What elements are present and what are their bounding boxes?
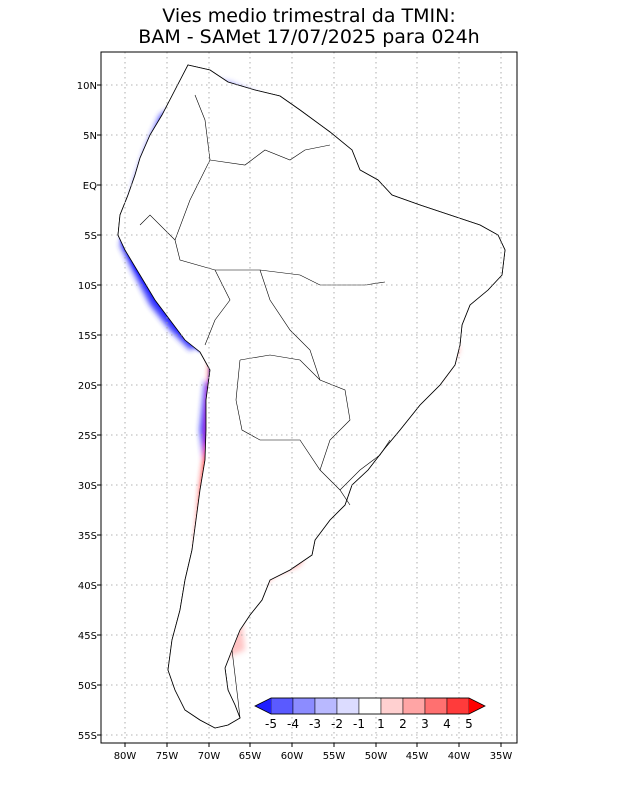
map-field [117, 64, 506, 729]
colorbar-label-m4: -4 [287, 717, 299, 731]
colorbar-label-m3: -3 [309, 717, 321, 731]
lat-label-25S: 25S [78, 431, 97, 442]
map-title: Vies medio trimestral da TMIN: BAM - SAM… [0, 6, 618, 48]
colorbar-swatch-7 [402, 697, 426, 715]
colorbar-swatch-1 [270, 697, 294, 715]
lat-label-10N: 10N [77, 81, 97, 92]
lat-label-5S: 5S [84, 231, 97, 242]
lat-label-10S: 10S [78, 281, 97, 292]
colorbar-label-m5: -5 [265, 717, 277, 731]
lat-label-15S: 15S [78, 331, 97, 342]
lon-label-60W: 60W [281, 751, 304, 762]
lat-label-30S: 30S [78, 481, 97, 492]
lon-label-70W: 70W [198, 751, 221, 762]
lat-label-35S: 35S [78, 531, 97, 542]
lat-label-40S: 40S [78, 581, 97, 592]
lon-label-65W: 65W [239, 751, 262, 762]
lon-label-40W: 40W [448, 751, 471, 762]
colorbar-swatch-9 [446, 697, 470, 715]
colorbar-label-m1: -1 [353, 717, 365, 731]
lat-label-5N: 5N [83, 131, 97, 142]
lat-label-50S: 50S [78, 681, 97, 692]
tick-marks [97, 84, 502, 747]
lon-label-45W: 45W [406, 751, 429, 762]
colorbar-label-3: 3 [421, 717, 429, 731]
colorbar-swatch-5 [358, 697, 382, 715]
graticule [101, 52, 517, 743]
colorbar-label-5: 5 [465, 717, 473, 731]
colorbar-label-m2: -2 [331, 717, 343, 731]
colorbar-arrow-high [469, 698, 485, 714]
map-frame [100, 51, 518, 744]
colorbar: -5 -4 -3 -2 -1 1 2 3 4 5 [254, 697, 486, 731]
lon-label-50W: 50W [365, 751, 388, 762]
colorbar-label-1: 1 [377, 717, 385, 731]
colorbar-swatch-4 [336, 697, 360, 715]
lat-label-20S: 20S [78, 381, 97, 392]
colorbar-swatch-8 [424, 697, 448, 715]
title-line-2: BAM - SAMet 17/07/2025 para 024h [138, 26, 480, 48]
lat-label-55S: 55S [78, 731, 97, 742]
colorbar-label-4: 4 [443, 717, 451, 731]
colorbar-arrow-low [255, 698, 271, 714]
lon-label-75W: 75W [156, 751, 179, 762]
lat-label-45S: 45S [78, 631, 97, 642]
lon-label-35W: 35W [490, 751, 513, 762]
colorbar-swatch-2 [292, 697, 316, 715]
colorbar-swatch-6 [380, 697, 404, 715]
lon-label-80W: 80W [114, 751, 137, 762]
lat-label-EQ: EQ [83, 181, 97, 192]
colorbar-swatch-3 [314, 697, 338, 715]
lon-label-55W: 55W [323, 751, 346, 762]
title-line-1: Vies medio trimestral da TMIN: [162, 5, 456, 27]
axis-labels: 10N 5N EQ 5S 10S 15S 20S 25S 30S 35S 40S… [77, 81, 513, 762]
colorbar-label-2: 2 [399, 717, 407, 731]
